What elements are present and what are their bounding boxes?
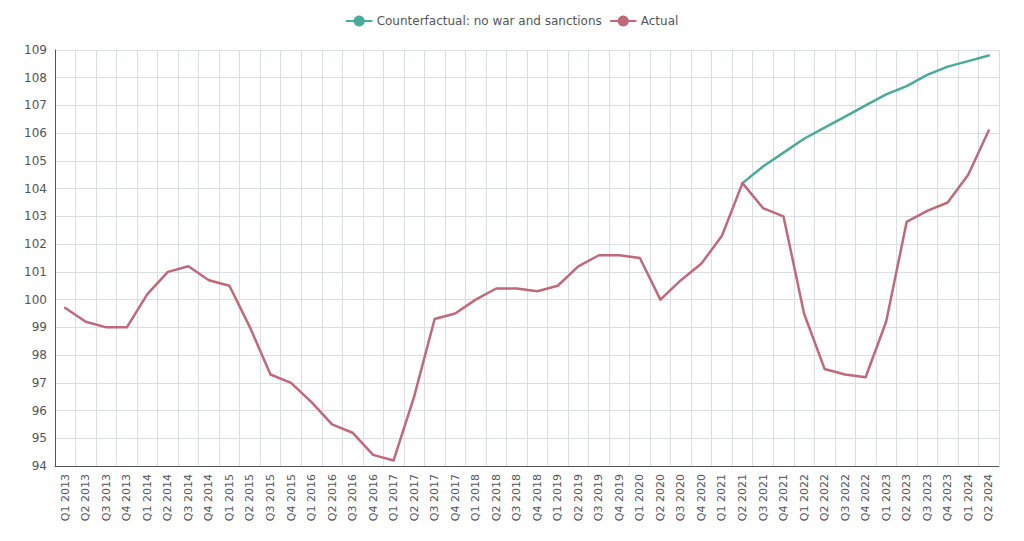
svg-text:Q4 2021: Q4 2021 — [777, 474, 790, 521]
svg-text:Q1 2014: Q1 2014 — [141, 474, 154, 521]
svg-text:Q3 2021: Q3 2021 — [757, 474, 770, 521]
svg-text:Q4 2015: Q4 2015 — [285, 474, 298, 521]
svg-text:104: 104 — [24, 182, 47, 196]
svg-text:Q4 2017: Q4 2017 — [449, 474, 462, 521]
svg-text:Q2 2014: Q2 2014 — [161, 474, 174, 521]
svg-text:Q4 2016: Q4 2016 — [367, 474, 380, 521]
svg-text:Q1 2013: Q1 2013 — [59, 474, 72, 521]
svg-text:Q2 2019: Q2 2019 — [572, 474, 585, 521]
svg-text:103: 103 — [24, 209, 47, 223]
svg-text:96: 96 — [32, 404, 47, 418]
svg-text:Q3 2022: Q3 2022 — [839, 474, 852, 521]
svg-text:Q1 2015: Q1 2015 — [223, 474, 236, 521]
svg-text:Q4 2022: Q4 2022 — [859, 474, 872, 521]
svg-text:Q4 2014: Q4 2014 — [202, 474, 215, 521]
svg-text:106: 106 — [24, 126, 47, 140]
svg-text:Q4 2020: Q4 2020 — [695, 474, 708, 521]
svg-text:Q3 2020: Q3 2020 — [674, 474, 687, 521]
svg-text:Q3 2019: Q3 2019 — [592, 474, 605, 521]
svg-text:Q4 2019: Q4 2019 — [613, 474, 626, 521]
svg-text:Q2 2013: Q2 2013 — [79, 474, 92, 521]
svg-text:Q1 2019: Q1 2019 — [551, 474, 564, 521]
svg-text:109: 109 — [24, 43, 47, 57]
svg-text:Q2 2022: Q2 2022 — [818, 474, 831, 521]
svg-text:Q3 2018: Q3 2018 — [510, 474, 523, 521]
svg-text:Q1 2022: Q1 2022 — [798, 474, 811, 521]
svg-text:Q2 2024: Q2 2024 — [982, 474, 995, 521]
svg-text:97: 97 — [32, 376, 47, 390]
svg-text:Q4 2013: Q4 2013 — [120, 474, 133, 521]
svg-text:Counterfactual: no war and san: Counterfactual: no war and sanctions — [377, 14, 602, 28]
svg-text:Q4 2018: Q4 2018 — [531, 474, 544, 521]
svg-text:Q2 2015: Q2 2015 — [243, 474, 256, 521]
svg-text:Q2 2023: Q2 2023 — [900, 474, 913, 521]
svg-text:Q3 2015: Q3 2015 — [264, 474, 277, 521]
svg-text:Q3 2013: Q3 2013 — [100, 474, 113, 521]
svg-text:108: 108 — [24, 71, 47, 85]
svg-text:100: 100 — [24, 293, 47, 307]
svg-text:Q2 2016: Q2 2016 — [326, 474, 339, 521]
svg-text:Q3 2014: Q3 2014 — [182, 474, 195, 521]
svg-text:Q1 2016: Q1 2016 — [305, 474, 318, 521]
svg-text:Q3 2016: Q3 2016 — [346, 474, 359, 521]
svg-text:102: 102 — [24, 237, 47, 251]
svg-text:Q1 2020: Q1 2020 — [633, 474, 646, 521]
svg-text:Q1 2021: Q1 2021 — [715, 474, 728, 521]
svg-text:Q3 2017: Q3 2017 — [428, 474, 441, 521]
svg-text:107: 107 — [24, 98, 47, 112]
svg-text:101: 101 — [24, 265, 47, 279]
svg-text:Q1 2024: Q1 2024 — [962, 474, 975, 521]
svg-text:Q2 2018: Q2 2018 — [490, 474, 503, 521]
svg-text:95: 95 — [32, 431, 47, 445]
svg-text:Q2 2017: Q2 2017 — [408, 474, 421, 521]
svg-text:99: 99 — [32, 320, 47, 334]
svg-text:94: 94 — [32, 459, 47, 473]
svg-text:98: 98 — [32, 348, 47, 362]
svg-text:Q1 2017: Q1 2017 — [387, 474, 400, 521]
svg-text:Q1 2023: Q1 2023 — [880, 474, 893, 521]
svg-text:Q2 2020: Q2 2020 — [654, 474, 667, 521]
svg-text:Q4 2023: Q4 2023 — [941, 474, 954, 521]
svg-text:105: 105 — [24, 154, 47, 168]
svg-text:Q2 2021: Q2 2021 — [736, 474, 749, 521]
svg-text:Q3 2023: Q3 2023 — [921, 474, 934, 521]
svg-text:Q1 2018: Q1 2018 — [469, 474, 482, 521]
svg-text:Actual: Actual — [641, 14, 679, 28]
